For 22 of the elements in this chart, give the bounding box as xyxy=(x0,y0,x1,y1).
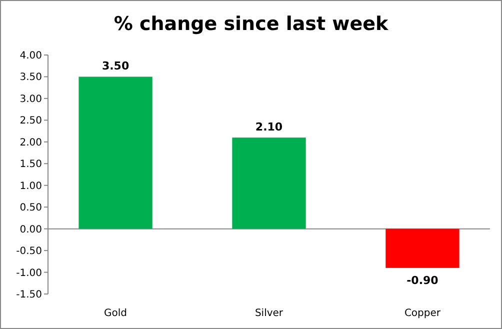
x-tick-label: Gold xyxy=(104,308,128,319)
data-label: 2.10 xyxy=(255,120,283,134)
y-tick-label: 1.50 xyxy=(20,159,42,170)
bar xyxy=(78,76,152,229)
y-tick-label: -1.50 xyxy=(16,290,42,300)
y-tick-label: 4.00 xyxy=(20,50,42,62)
chart-title: % change since last week xyxy=(114,13,389,35)
y-tick-label: 1.00 xyxy=(20,180,42,192)
y-tick-label: 0.00 xyxy=(20,224,42,236)
bar xyxy=(232,138,306,229)
data-label: -0.90 xyxy=(406,274,439,287)
data-label: 3.50 xyxy=(102,60,130,73)
bar xyxy=(386,228,460,268)
y-tick-label: 2.00 xyxy=(20,137,42,148)
x-tick-label: Silver xyxy=(254,308,284,319)
y-tick-label: 0.50 xyxy=(20,202,42,214)
y-tick-label: 3.50 xyxy=(20,72,42,84)
y-tick-label: 3.00 xyxy=(20,94,42,105)
y-tick-label: 2.50 xyxy=(20,116,42,127)
y-tick-label: -1.00 xyxy=(16,268,42,279)
y-tick-label: -0.50 xyxy=(16,246,42,258)
x-tick-label: Copper xyxy=(404,308,442,319)
